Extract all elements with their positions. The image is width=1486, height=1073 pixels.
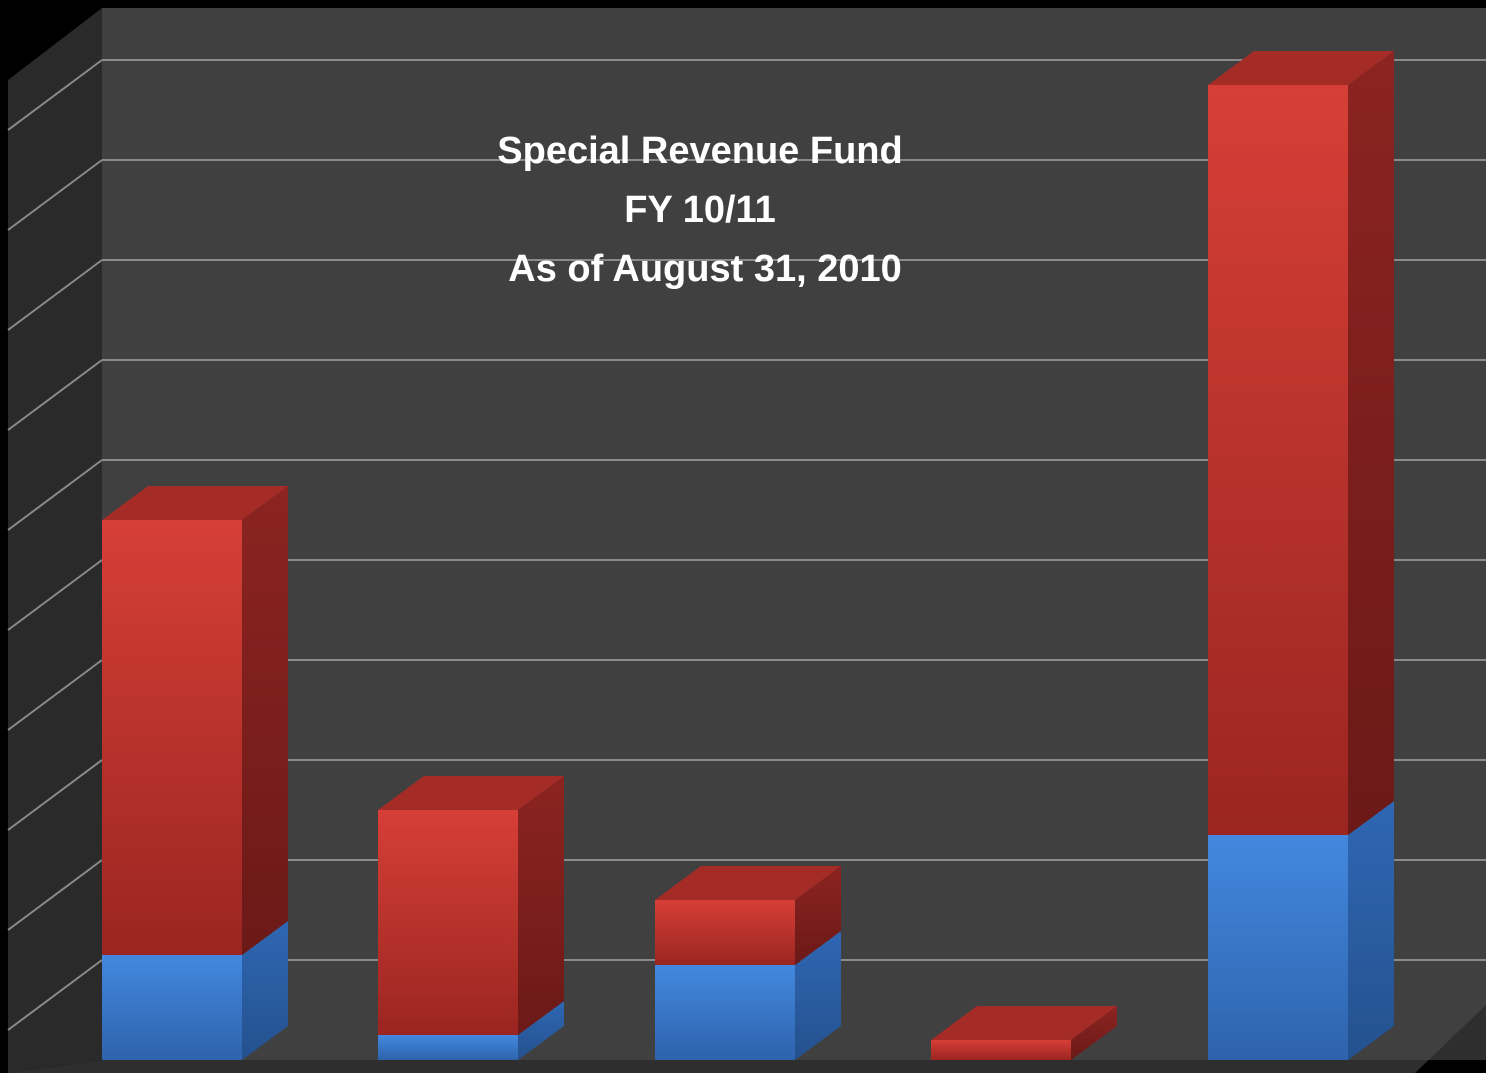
bar-stack — [931, 1006, 1117, 1060]
bars — [102, 51, 1394, 1060]
gridline-side — [7, 959, 103, 1031]
bar-segment-red — [1208, 85, 1348, 835]
gridline-side — [7, 359, 103, 431]
gridline-side — [7, 259, 103, 331]
title-line-1: Special Revenue Fund — [497, 130, 902, 172]
bar-segment-red — [931, 1040, 1071, 1060]
gridline-side — [7, 559, 103, 631]
bar-segment-blue — [102, 955, 242, 1060]
bar-stack — [102, 486, 288, 1060]
gridline-side — [7, 159, 103, 231]
bar-top — [655, 866, 841, 900]
side-wall — [8, 8, 102, 1073]
bar-segment-red — [102, 520, 242, 955]
bar-top — [102, 486, 288, 520]
gridline-side — [7, 59, 103, 131]
bar-stack — [655, 866, 841, 1060]
gridline-side — [7, 759, 103, 831]
bar-side — [1071, 1006, 1117, 1060]
title-line-2: FY 10/11 — [624, 189, 775, 231]
bar-segment-blue — [378, 1035, 518, 1060]
bar-side — [1348, 51, 1394, 835]
bar-side — [518, 776, 564, 1035]
bar-top — [931, 1006, 1117, 1040]
bar-side — [1348, 801, 1394, 1060]
bar-segment-blue — [655, 965, 795, 1060]
gridline-side — [7, 459, 103, 531]
bar-side — [242, 486, 288, 955]
bar-top — [1208, 51, 1394, 85]
bar-side — [795, 931, 841, 1060]
bar-segment-red — [378, 810, 518, 1035]
chart-title: Special Revenue Fund FY 10/11 As of Augu… — [497, 130, 902, 290]
gridline-side — [7, 659, 103, 731]
bar-side — [518, 1001, 564, 1060]
bar-side — [795, 866, 841, 965]
bar-segment-blue — [1208, 835, 1348, 1060]
title-line-3: As of August 31, 2010 — [508, 248, 902, 290]
bar-segment-red — [655, 900, 795, 965]
bar-stack — [1208, 51, 1394, 1060]
bar-side — [242, 921, 288, 1060]
bar-top — [378, 776, 564, 810]
bar-stack — [378, 776, 564, 1060]
gridline-side — [7, 859, 103, 931]
floor — [8, 1005, 1486, 1073]
